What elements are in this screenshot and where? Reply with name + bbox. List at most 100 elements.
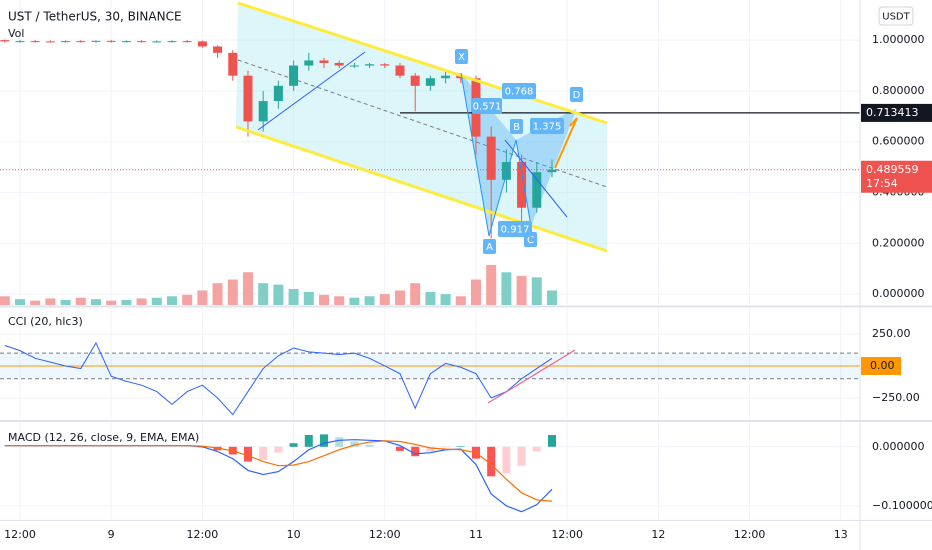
volume-bar xyxy=(470,279,481,305)
cci-value-label: 0.00 xyxy=(870,359,895,372)
histogram-bar xyxy=(319,434,328,447)
currency-button[interactable] xyxy=(878,6,914,26)
volume-bar xyxy=(242,272,253,305)
level-label: 0.713413 xyxy=(866,106,919,119)
candle-body xyxy=(243,75,253,122)
volume-bar xyxy=(379,294,390,305)
histogram-bar xyxy=(456,446,465,447)
histogram-bar xyxy=(532,446,541,452)
pattern-ratio: 1.375 xyxy=(533,122,562,133)
volume-bar xyxy=(516,275,527,305)
x-tick-label: 12:00 xyxy=(4,528,36,541)
y-tick-label: 250.00 xyxy=(872,327,911,340)
channel-lower xyxy=(235,125,608,253)
signal-line xyxy=(4,440,553,502)
candle-body xyxy=(45,41,55,43)
candle-body xyxy=(486,136,496,180)
candle-body xyxy=(0,40,10,42)
label-box xyxy=(570,87,583,102)
candle-body xyxy=(365,64,375,66)
volume-bar xyxy=(273,284,284,305)
label-box xyxy=(483,239,496,254)
x-tick-label: 12:00 xyxy=(369,528,401,541)
histogram-bar xyxy=(502,446,511,474)
volume-bar xyxy=(410,283,421,305)
x-tick-label: 12:00 xyxy=(734,528,766,541)
volume-bar xyxy=(197,290,208,305)
pattern-ratio: 0.768 xyxy=(505,87,534,98)
candle-body xyxy=(228,52,238,76)
y-tick-label: 0.600000 xyxy=(872,135,925,148)
level-badge xyxy=(861,103,932,122)
label-box xyxy=(455,49,468,64)
volume-bar xyxy=(349,297,360,305)
pattern-ratio: 0.571 xyxy=(473,102,502,113)
candle-body xyxy=(441,75,451,79)
volume-bar xyxy=(440,294,451,305)
pattern-labels: X A B C D 0.768 0.571 1.375 0.917 xyxy=(455,49,583,254)
candle-body xyxy=(532,172,542,208)
trend-line xyxy=(257,51,366,131)
volume-bar xyxy=(75,297,86,305)
candle-body xyxy=(289,65,299,86)
volume-bar xyxy=(334,296,345,305)
histogram-bar xyxy=(487,446,496,477)
chart-title: UST / TetherUS, 30, BINANCE xyxy=(8,10,182,24)
volume-bar xyxy=(425,291,436,305)
macd-title: MACD (12, 26, close, 9, EMA, EMA) xyxy=(8,431,199,444)
candle-body xyxy=(106,40,116,42)
y-tick-label: 0.800000 xyxy=(872,84,925,97)
candle-body xyxy=(167,41,177,43)
histogram-bar xyxy=(304,434,313,447)
cci-line xyxy=(4,341,553,416)
marks-layer xyxy=(0,39,860,513)
ratio-box xyxy=(502,83,536,99)
histogram-bar xyxy=(289,443,298,447)
candle-body xyxy=(547,169,557,173)
candle-body xyxy=(182,41,192,43)
histogram-bar xyxy=(426,446,435,452)
volume-bar xyxy=(318,294,329,305)
volume-bar xyxy=(182,294,193,305)
cci-trend-line xyxy=(487,349,576,404)
x-tick-label: 13 xyxy=(834,528,848,541)
candle-body xyxy=(304,60,314,66)
volume-bar xyxy=(364,296,375,305)
currency-label[interactable]: USDT xyxy=(882,12,910,23)
countdown: 17:54 xyxy=(866,177,898,190)
volume-bar xyxy=(45,298,56,305)
drawings: X A B C D 0.768 0.571 1.375 0.917 xyxy=(235,1,608,404)
candle-body xyxy=(61,41,71,43)
pattern-bcd xyxy=(516,108,577,226)
volume-bar xyxy=(60,299,71,305)
candle-body xyxy=(15,41,25,43)
cci-badge xyxy=(861,356,901,375)
histogram-bar xyxy=(411,446,420,457)
grid-layer xyxy=(0,0,860,520)
channel-fill xyxy=(236,3,607,251)
candle-body xyxy=(152,41,162,43)
histogram-bar xyxy=(441,446,450,448)
candle-body xyxy=(30,41,40,43)
y-tick-label: 0.000000 xyxy=(872,440,925,453)
last-price-label: 0.489559 xyxy=(866,163,919,176)
candle-body xyxy=(213,46,223,53)
candle-body xyxy=(76,41,86,43)
histogram-bar xyxy=(335,437,344,447)
candle-body xyxy=(334,62,344,66)
y-tick-label: 0.000000 xyxy=(872,287,925,300)
pattern-point: X xyxy=(458,52,465,63)
pattern-point: B xyxy=(513,122,520,133)
candle-body xyxy=(349,65,359,67)
volume-label: Vol xyxy=(8,27,24,40)
trend-line xyxy=(504,139,568,218)
label-box xyxy=(510,119,523,134)
histogram-bar xyxy=(395,446,404,451)
pattern-point: A xyxy=(486,242,493,253)
volume-bar xyxy=(394,290,405,305)
volume-bar xyxy=(227,279,238,305)
projection-arrow xyxy=(554,117,578,169)
volume-bar xyxy=(486,265,497,305)
volume-bar xyxy=(106,300,117,305)
